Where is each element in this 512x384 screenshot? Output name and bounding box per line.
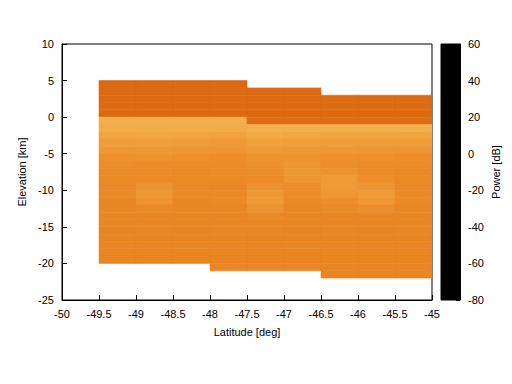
svg-text:20: 20 [468,111,480,123]
svg-text:40: 40 [468,75,480,87]
svg-text:-40: -40 [468,221,484,233]
svg-text:-80: -80 [468,294,484,306]
svg-text:-48: -48 [202,308,218,320]
svg-text:-47.5: -47.5 [234,308,259,320]
svg-text:-20: -20 [468,184,484,196]
svg-text:60: 60 [468,38,480,50]
svg-text:Elevation [km]: Elevation [km] [16,137,28,206]
svg-text:-60: -60 [468,257,484,269]
svg-text:5: 5 [48,75,54,87]
svg-text:Latitude [deg]: Latitude [deg] [214,326,281,338]
svg-text:-10: -10 [38,184,54,196]
svg-text:10: 10 [42,38,54,50]
svg-text:Power [dB]: Power [dB] [490,145,502,199]
svg-text:-45.5: -45.5 [382,308,407,320]
svg-text:-25: -25 [38,294,54,306]
svg-text:-50: -50 [54,308,70,320]
svg-text:0: 0 [468,148,474,160]
svg-text:-46: -46 [350,308,366,320]
svg-text:-49.5: -49.5 [86,308,111,320]
svg-text:-45: -45 [424,308,440,320]
svg-text:-15: -15 [38,221,54,233]
svg-text:-5: -5 [44,148,54,160]
svg-text:-47: -47 [276,308,292,320]
svg-text:-20: -20 [38,257,54,269]
svg-text:-46.5: -46.5 [308,308,333,320]
svg-text:-48.5: -48.5 [160,308,185,320]
svg-text:0: 0 [48,111,54,123]
svg-text:-49: -49 [128,308,144,320]
